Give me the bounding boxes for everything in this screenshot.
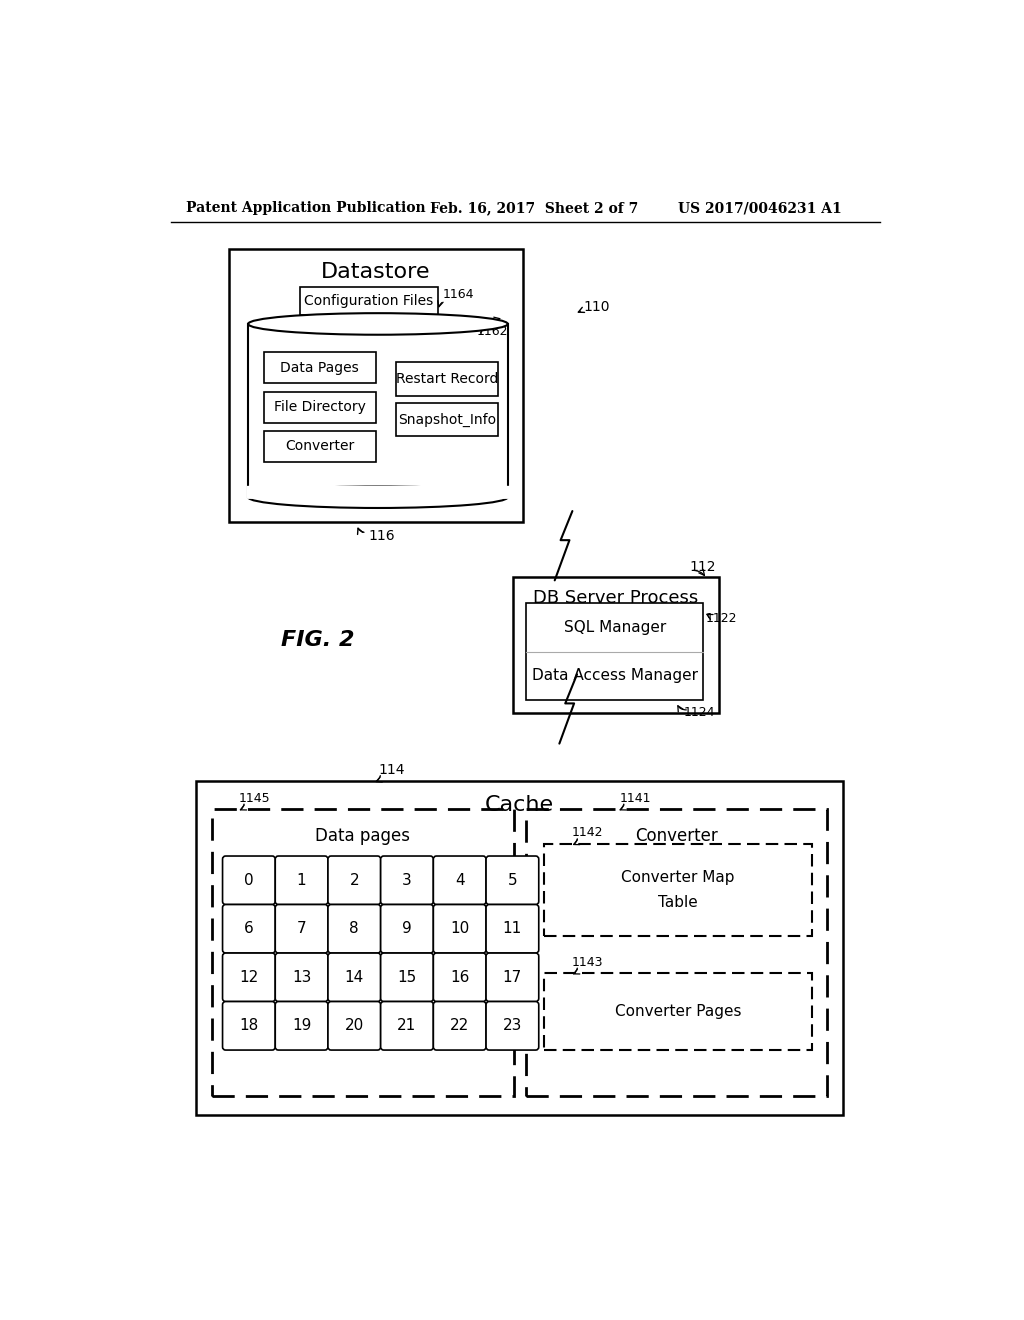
- Text: Cache: Cache: [484, 795, 554, 816]
- Text: 9: 9: [402, 921, 412, 936]
- FancyBboxPatch shape: [381, 953, 433, 1002]
- FancyBboxPatch shape: [433, 953, 486, 1002]
- Text: Feb. 16, 2017  Sheet 2 of 7: Feb. 16, 2017 Sheet 2 of 7: [430, 202, 639, 215]
- Text: 4: 4: [455, 873, 465, 888]
- Bar: [396, 404, 499, 437]
- Text: 1124: 1124: [684, 705, 715, 718]
- Text: 8: 8: [349, 921, 359, 936]
- Text: 18: 18: [240, 1018, 258, 1034]
- FancyBboxPatch shape: [275, 857, 328, 904]
- Bar: [300, 286, 438, 314]
- Text: 5: 5: [508, 873, 517, 888]
- Text: 22: 22: [451, 1018, 469, 1034]
- Text: 1143: 1143: [572, 956, 603, 969]
- Text: 19: 19: [292, 1018, 311, 1034]
- FancyBboxPatch shape: [275, 904, 328, 953]
- FancyBboxPatch shape: [486, 953, 539, 1002]
- Text: 1164: 1164: [442, 288, 474, 301]
- FancyBboxPatch shape: [381, 1002, 433, 1051]
- FancyBboxPatch shape: [328, 953, 381, 1002]
- Text: 16: 16: [450, 970, 469, 985]
- Text: 15: 15: [397, 970, 417, 985]
- Text: 1: 1: [297, 873, 306, 888]
- Bar: [544, 973, 812, 1051]
- Bar: [396, 363, 499, 396]
- Bar: [526, 809, 827, 1096]
- Text: Patent Application Publication: Patent Application Publication: [186, 202, 426, 215]
- Text: File Directory: File Directory: [273, 400, 366, 414]
- Text: 21: 21: [397, 1018, 417, 1034]
- Text: 116: 116: [369, 529, 395, 543]
- FancyBboxPatch shape: [222, 953, 275, 1002]
- Bar: [526, 603, 703, 700]
- Text: 2: 2: [349, 873, 359, 888]
- FancyBboxPatch shape: [381, 904, 433, 953]
- Bar: [263, 432, 376, 462]
- FancyBboxPatch shape: [328, 904, 381, 953]
- Text: FIG. 2: FIG. 2: [282, 630, 354, 649]
- Text: Restart Record: Restart Record: [396, 372, 499, 385]
- Text: 10: 10: [451, 921, 469, 936]
- FancyBboxPatch shape: [275, 953, 328, 1002]
- Text: 1145: 1145: [239, 792, 270, 805]
- Bar: [513, 577, 719, 713]
- FancyBboxPatch shape: [222, 857, 275, 904]
- Text: Converter Pages: Converter Pages: [614, 1005, 741, 1019]
- Bar: [263, 392, 376, 422]
- Text: 23: 23: [503, 1018, 522, 1034]
- Text: 1162: 1162: [477, 325, 508, 338]
- Text: 114: 114: [378, 763, 404, 776]
- Text: SQL Manager: SQL Manager: [563, 620, 666, 635]
- FancyBboxPatch shape: [486, 1002, 539, 1051]
- FancyBboxPatch shape: [486, 857, 539, 904]
- FancyBboxPatch shape: [433, 904, 486, 953]
- Text: 20: 20: [345, 1018, 364, 1034]
- Text: Converter: Converter: [635, 828, 718, 845]
- Text: US 2017/0046231 A1: US 2017/0046231 A1: [678, 202, 842, 215]
- FancyBboxPatch shape: [486, 904, 539, 953]
- Text: DB Server Process: DB Server Process: [534, 589, 698, 607]
- FancyBboxPatch shape: [381, 857, 433, 904]
- Bar: [212, 809, 514, 1096]
- Text: Snapshot_Info: Snapshot_Info: [398, 413, 497, 426]
- Text: 112: 112: [689, 560, 716, 574]
- Text: 3: 3: [402, 873, 412, 888]
- Text: 110: 110: [584, 300, 610, 314]
- Text: 7: 7: [297, 921, 306, 936]
- FancyBboxPatch shape: [275, 1002, 328, 1051]
- Text: 1142: 1142: [572, 826, 603, 840]
- Ellipse shape: [248, 487, 508, 508]
- Text: 6: 6: [244, 921, 254, 936]
- FancyBboxPatch shape: [328, 1002, 381, 1051]
- FancyBboxPatch shape: [328, 857, 381, 904]
- Text: 17: 17: [503, 970, 522, 985]
- Bar: [197, 780, 843, 1114]
- Text: 14: 14: [345, 970, 364, 985]
- Text: Datastore: Datastore: [322, 263, 431, 282]
- Text: 0: 0: [244, 873, 254, 888]
- Ellipse shape: [248, 313, 508, 335]
- Bar: [544, 843, 812, 936]
- Text: 1141: 1141: [621, 792, 651, 805]
- Text: Data pages: Data pages: [315, 828, 411, 845]
- Text: 12: 12: [240, 970, 258, 985]
- FancyBboxPatch shape: [222, 904, 275, 953]
- Bar: [263, 352, 376, 383]
- Text: Configuration Files: Configuration Files: [304, 294, 433, 308]
- Text: Converter: Converter: [286, 440, 354, 453]
- Text: 11: 11: [503, 921, 522, 936]
- Text: 1122: 1122: [707, 612, 737, 626]
- FancyBboxPatch shape: [433, 1002, 486, 1051]
- Text: Converter Map
Table: Converter Map Table: [622, 870, 734, 909]
- Text: 13: 13: [292, 970, 311, 985]
- FancyBboxPatch shape: [433, 857, 486, 904]
- Text: Data Pages: Data Pages: [281, 360, 359, 375]
- Text: Data Access Manager: Data Access Manager: [531, 668, 697, 684]
- FancyBboxPatch shape: [222, 1002, 275, 1051]
- Bar: [228, 249, 523, 521]
